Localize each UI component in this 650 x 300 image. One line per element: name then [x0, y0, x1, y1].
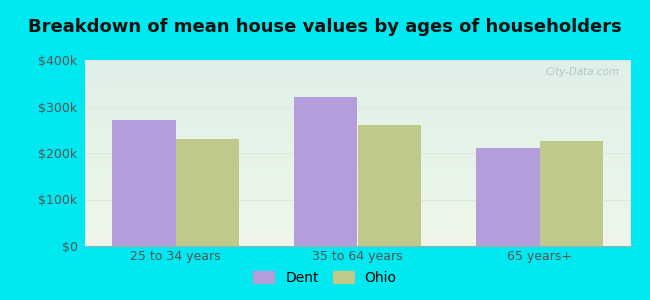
Bar — [476, 148, 540, 246]
Bar — [176, 139, 239, 246]
Text: City-Data.com: City-Data.com — [545, 68, 619, 77]
Bar — [540, 141, 603, 246]
Text: Breakdown of mean house values by ages of householders: Breakdown of mean house values by ages o… — [28, 18, 622, 36]
Bar — [358, 125, 421, 246]
Bar — [294, 97, 358, 246]
Bar — [112, 120, 176, 246]
Legend: Dent, Ohio: Dent, Ohio — [248, 265, 402, 290]
